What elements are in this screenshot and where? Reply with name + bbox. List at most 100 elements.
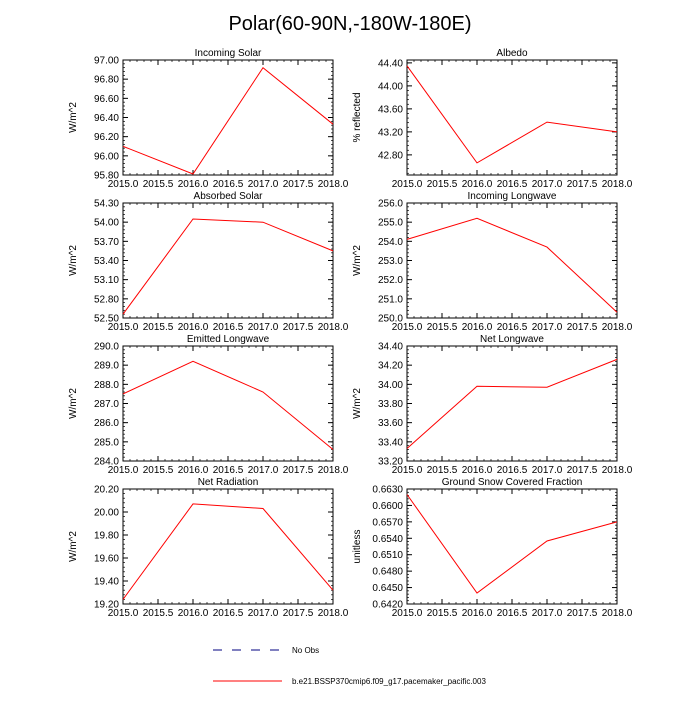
y-tick-label: 96.60 <box>94 94 119 105</box>
panel-6: Net Longwave W/m^2 2015.0 2015.5 2016.0 2016.… <box>352 334 633 476</box>
y-tick-label: 19.80 <box>94 531 119 542</box>
y-tick-label: 52.80 <box>94 294 119 305</box>
panel-3: Absorbed Solar W/m^2 2015.0 2015.5 2016.0 201… <box>68 191 349 333</box>
y-tick-label: 285.0 <box>94 437 119 448</box>
x-tick-label: 2017.0 <box>532 322 563 333</box>
y-tick-label: 288.0 <box>94 380 119 391</box>
x-tick-label: 2016.0 <box>462 179 493 190</box>
x-tick-label: 2016.0 <box>178 608 209 619</box>
x-tick-label: 2017.5 <box>283 465 314 476</box>
x-tick-label: 2015.5 <box>143 179 174 190</box>
x-tick-label: 2018.0 <box>318 179 349 190</box>
x-tick-label: 2016.5 <box>497 322 528 333</box>
y-tick-label: 96.00 <box>94 151 119 162</box>
y-tick-label: 33.60 <box>378 418 403 429</box>
plot-frame <box>122 59 334 176</box>
series-line <box>406 494 618 594</box>
series-line <box>406 358 618 449</box>
y-tick-label: 44.00 <box>378 81 403 92</box>
panel-title: Incoming Longwave <box>468 191 557 202</box>
panel-2: Albedo % reflected 2015.0 2015.5 2016.0 2016.… <box>352 48 633 190</box>
y-tick-label: 34.20 <box>378 361 403 372</box>
x-tick-label: 2018.0 <box>318 465 349 476</box>
series-line <box>122 218 334 315</box>
x-tick-label: 2017.5 <box>567 322 598 333</box>
x-tick-label: 2015.0 <box>392 322 423 333</box>
x-tick-label: 2016.0 <box>462 608 493 619</box>
x-tick-label: 2017.0 <box>532 179 563 190</box>
plot-frame <box>406 345 618 462</box>
y-axis-label: W/m^2 <box>68 531 79 562</box>
x-tick-label: 2017.0 <box>248 465 279 476</box>
panel-7: Net Radiation W/m^2 2015.0 2015.5 2016.0 2016… <box>68 477 349 619</box>
y-tick-label: 43.20 <box>378 127 403 138</box>
y-tick-label: 0.6600 <box>372 501 403 512</box>
y-tick-label: 286.0 <box>94 418 119 429</box>
x-tick-label: 2016.5 <box>213 608 244 619</box>
y-axis-label: unitless <box>352 530 363 564</box>
y-tick-label: 0.6420 <box>372 600 403 611</box>
series-line <box>406 217 618 313</box>
y-tick-label: 0.6540 <box>372 534 403 545</box>
y-tick-label: 96.20 <box>94 132 119 143</box>
y-tick-label: 54.00 <box>94 218 119 229</box>
x-tick-label: 2016.5 <box>213 465 244 476</box>
legend-obs-label: No Obs <box>292 646 319 655</box>
y-tick-label: 0.6570 <box>372 517 403 528</box>
legend-model-label: b.e21.BSSP370cmip6.f09_g17.pacemaker_pac… <box>292 677 486 686</box>
y-tick-label: 0.6480 <box>372 567 403 578</box>
x-tick-label: 2016.5 <box>213 179 244 190</box>
y-axis-label: W/m^2 <box>68 245 79 276</box>
panel-title: Emitted Longwave <box>187 334 270 345</box>
y-tick-label: 53.70 <box>94 237 119 248</box>
x-tick-label: 2018.0 <box>318 608 349 619</box>
series-line <box>406 65 618 164</box>
x-tick-label: 2016.0 <box>462 322 493 333</box>
legend: No Obs b.e21.BSSP370cmip6.f09_g17.pacema… <box>213 646 486 686</box>
x-tick-label: 2018.0 <box>602 179 633 190</box>
y-tick-label: 253.0 <box>378 256 403 267</box>
y-axis-label: % reflected <box>352 92 363 142</box>
panel-title: Net Radiation <box>198 477 259 488</box>
x-tick-label: 2015.5 <box>427 608 458 619</box>
x-tick-label: 2015.0 <box>392 179 423 190</box>
y-tick-label: 252.0 <box>378 275 403 286</box>
series-line <box>122 360 334 450</box>
x-tick-label: 2017.5 <box>567 608 598 619</box>
y-tick-label: 53.40 <box>94 256 119 267</box>
x-tick-label: 2015.5 <box>143 465 174 476</box>
y-axis-label: W/m^2 <box>352 388 363 419</box>
y-tick-label: 33.80 <box>378 399 403 410</box>
figure-title: Polar(60-90N,-180W-180E) <box>228 13 471 35</box>
y-tick-label: 95.80 <box>94 171 119 182</box>
x-tick-label: 2015.5 <box>427 179 458 190</box>
panel-4: Incoming Longwave W/m^2 2015.0 2015.5 2016.0… <box>352 191 633 333</box>
y-tick-label: 34.40 <box>378 342 403 353</box>
x-tick-label: 2016.5 <box>497 465 528 476</box>
x-tick-label: 2016.0 <box>462 465 493 476</box>
y-tick-label: 43.60 <box>378 104 403 115</box>
plot-frame <box>406 59 618 176</box>
y-tick-label: 251.0 <box>378 294 403 305</box>
y-tick-label: 97.00 <box>94 56 119 67</box>
y-tick-label: 254.0 <box>378 237 403 248</box>
plot-frame <box>122 345 334 462</box>
panel-title: Net Longwave <box>480 334 544 345</box>
y-tick-label: 19.60 <box>94 554 119 565</box>
y-tick-label: 96.80 <box>94 75 119 86</box>
y-axis-label: W/m^2 <box>68 388 79 419</box>
panel-1: Incoming Solar W/m^2 2015.0 2015.5 2016.0 201… <box>68 48 349 190</box>
x-tick-label: 2016.5 <box>213 322 244 333</box>
x-tick-label: 2016.0 <box>178 179 209 190</box>
x-tick-label: 2015.5 <box>143 322 174 333</box>
series-line <box>122 503 334 600</box>
y-tick-label: 20.20 <box>94 485 119 496</box>
x-tick-label: 2017.0 <box>248 179 279 190</box>
y-tick-label: 0.6450 <box>372 583 403 594</box>
panel-title: Incoming Solar <box>195 48 262 59</box>
panel-5: Emitted Longwave W/m^2 2015.0 2015.5 2016.0 2… <box>68 334 349 476</box>
x-tick-label: 2018.0 <box>602 608 633 619</box>
x-tick-label: 2015.0 <box>108 322 139 333</box>
y-tick-label: 19.40 <box>94 577 119 588</box>
x-tick-label: 2017.0 <box>532 608 563 619</box>
